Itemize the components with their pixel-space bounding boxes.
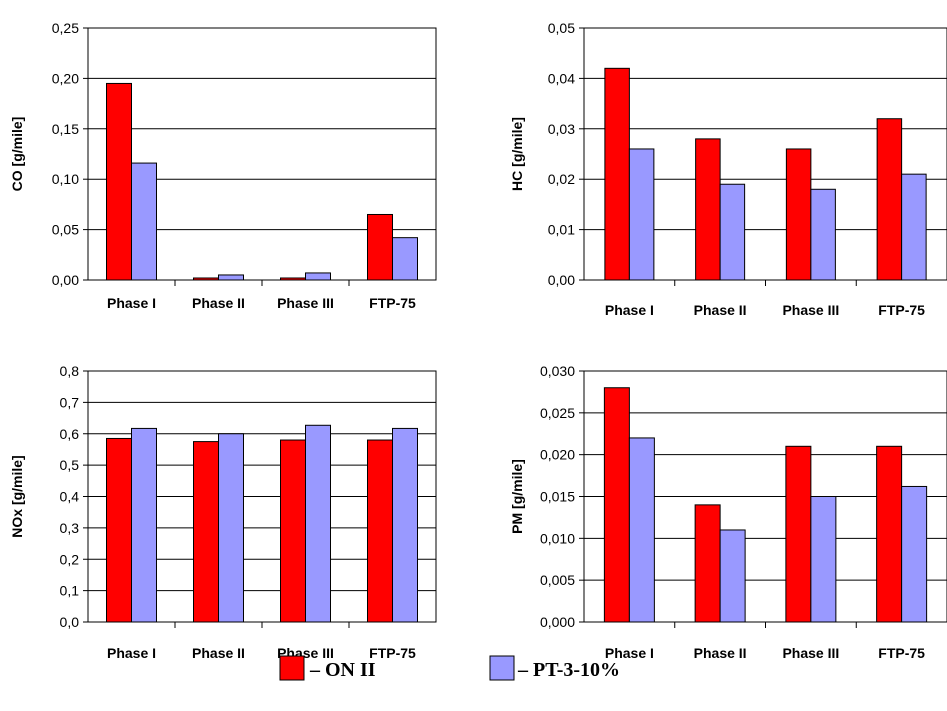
- bar-pt3: [218, 274, 244, 281]
- bar-pt3: [719, 529, 746, 623]
- y-tick-label: 0,05: [548, 20, 575, 36]
- y-tick-label: 0,8: [60, 363, 80, 379]
- x-category-label: Phase I: [605, 645, 654, 661]
- legend: – ON II – PT-3-10%: [279, 655, 620, 681]
- y-tick-label: 0,030: [540, 363, 575, 379]
- bar-on2: [604, 67, 630, 281]
- bar-pt3: [305, 424, 331, 623]
- bar-pt3: [810, 188, 836, 281]
- y-tick-label: 0,4: [60, 489, 80, 505]
- y-axis-label: PM [g/mile]: [509, 459, 525, 534]
- bar-on2: [106, 437, 132, 623]
- pm-chart: 0,000 0,005 0,010 0,015 0,020 0,025 0,030 PM [g…: [509, 363, 947, 661]
- bar-on2: [785, 148, 812, 281]
- x-category-label: Phase II: [694, 645, 747, 661]
- y-tick-label: 0,20: [52, 70, 79, 86]
- y-tick-label: 0,00: [52, 272, 79, 288]
- y-axis-label: HC [g/mile]: [509, 117, 525, 191]
- bar-on2: [695, 138, 721, 281]
- bar-on2: [876, 445, 903, 623]
- y-tick-label: 0,015: [540, 489, 575, 505]
- y-tick-label: 0,5: [60, 457, 80, 473]
- x-category-label: Phase I: [107, 295, 156, 311]
- bar-pt3: [218, 433, 244, 623]
- y-tick-label: 0,03: [548, 121, 575, 137]
- legend-swatch-pt3: [489, 655, 515, 681]
- bar-on2: [367, 439, 393, 623]
- bar-pt3: [392, 427, 418, 623]
- x-category-label: Phase II: [192, 295, 245, 311]
- y-tick-label: 0,02: [548, 171, 575, 187]
- y-tick-label: 0,01: [548, 222, 575, 238]
- bar-on2: [785, 445, 812, 623]
- legend-swatch-on2: [279, 655, 305, 681]
- bar-on2: [193, 441, 219, 623]
- y-tick-label: 0,10: [52, 171, 79, 187]
- bar-on2: [280, 277, 306, 281]
- x-category-label: Phase III: [277, 295, 334, 311]
- x-category-label: Phase II: [694, 302, 747, 318]
- y-tick-label: 0,005: [540, 572, 575, 588]
- x-category-label: Phase I: [107, 645, 156, 661]
- x-category-label: Phase III: [782, 645, 839, 661]
- bar-pt3: [628, 148, 655, 281]
- y-tick-label: 0,3: [60, 520, 80, 536]
- y-tick-label: 0,2: [60, 551, 80, 567]
- bar-pt3: [305, 272, 331, 281]
- bar-pt3: [628, 437, 655, 623]
- bar-on2: [193, 277, 219, 281]
- y-tick-label: 0,15: [52, 121, 79, 137]
- legend-label-on2: – ON II: [309, 659, 376, 681]
- bar-pt3: [901, 173, 927, 281]
- bar-on2: [106, 82, 132, 281]
- y-tick-label: 0,25: [52, 20, 79, 36]
- y-tick-label: 0,6: [60, 426, 80, 442]
- bar-pt3: [392, 237, 418, 281]
- y-tick-label: 0,000: [540, 614, 575, 630]
- x-category-label: FTP-75: [878, 645, 925, 661]
- bar-on2: [876, 118, 903, 281]
- y-axis-label: NOx [g/mile]: [9, 455, 25, 537]
- bar-pt3: [131, 427, 157, 623]
- x-category-label: Phase II: [192, 645, 245, 661]
- bar-on2: [603, 387, 630, 623]
- y-tick-label: 0,020: [540, 447, 575, 463]
- bar-on2: [280, 439, 306, 623]
- x-category-label: FTP-75: [878, 302, 925, 318]
- hc-chart: 0,00 0,01 0,02 0,03 0,04 0,05 HC [g/mile] Phase…: [509, 20, 947, 318]
- y-tick-label: 0,00: [548, 272, 575, 288]
- bar-pt3: [719, 183, 746, 281]
- y-tick-label: 0,010: [540, 530, 575, 546]
- x-category-label: Phase I: [605, 302, 654, 318]
- legend-label-pt3: – PT-3-10%: [517, 659, 620, 681]
- x-category-label: FTP-75: [369, 295, 416, 311]
- y-axis-label: CO [g/mile]: [9, 117, 25, 192]
- y-tick-label: 0,05: [52, 222, 79, 238]
- y-tick-label: 0,1: [60, 583, 80, 599]
- x-category-label: FTP-75: [369, 645, 416, 661]
- bar-pt3: [131, 162, 157, 281]
- co-chart: 0,00 0,05 0,10 0,15 0,20 0,25 CO [g/mile] Phase…: [9, 20, 437, 311]
- x-category-label: Phase III: [782, 302, 839, 318]
- y-tick-label: 0,025: [540, 405, 575, 421]
- nox-chart: 0,0 0,1 0,2 0,3 0,4 0,5 0,6 0,7 0,8 NOx [g/mile] P…: [9, 363, 437, 661]
- bar-on2: [694, 504, 721, 623]
- y-tick-label: 0,7: [60, 394, 80, 410]
- y-tick-label: 0,04: [548, 70, 575, 86]
- bar-on2: [367, 213, 393, 281]
- bar-pt3: [810, 496, 837, 623]
- y-tick-label: 0,0: [60, 614, 80, 630]
- bar-pt3: [901, 485, 928, 623]
